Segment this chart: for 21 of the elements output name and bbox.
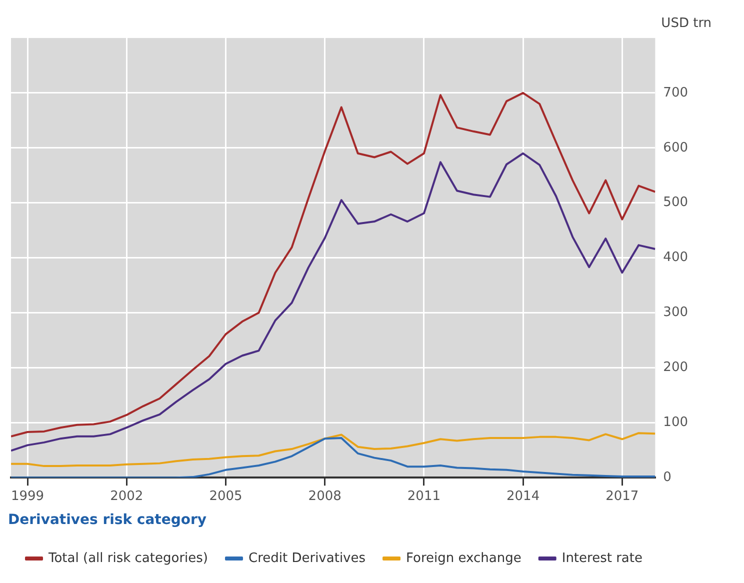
x-tick-label: 2014 xyxy=(506,488,540,504)
y-axis-title: USD trn xyxy=(661,16,712,31)
y-tick-label: 100 xyxy=(663,415,688,430)
x-tick-label: 1999 xyxy=(10,488,44,504)
y-tick-label: 500 xyxy=(663,195,688,210)
y-tick-label: 300 xyxy=(663,305,688,320)
x-tick-label: 2008 xyxy=(308,488,342,504)
legend-label: Total (all risk categories) xyxy=(48,550,208,566)
y-tick-label: 700 xyxy=(663,85,688,100)
x-tick-label: 2011 xyxy=(407,488,440,504)
y-tick-label: 400 xyxy=(663,250,688,266)
y-tick-label: 200 xyxy=(663,360,688,376)
y-tick-label: 600 xyxy=(663,140,688,156)
x-tick-label: 2005 xyxy=(209,488,242,504)
legend-label: Credit Derivatives xyxy=(248,550,366,566)
legend-label: Foreign exchange xyxy=(406,550,522,566)
legend-label: Interest rate xyxy=(562,550,642,566)
legend-title: Derivatives risk category xyxy=(8,512,207,528)
x-tick-label: 2017 xyxy=(606,488,639,504)
x-tick-label: 2002 xyxy=(110,488,144,504)
y-tick-label: 0 xyxy=(663,470,672,485)
